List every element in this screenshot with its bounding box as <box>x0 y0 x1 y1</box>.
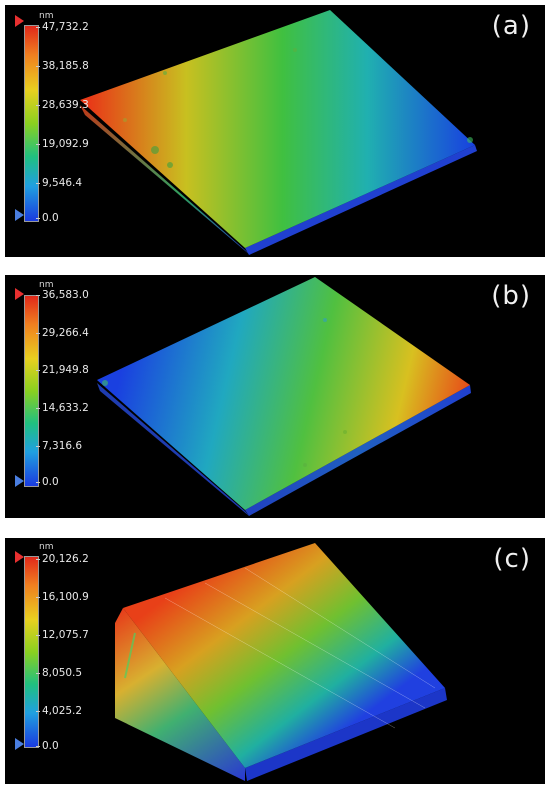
surface-plot-b <box>97 277 471 516</box>
surface-top-c <box>123 543 445 768</box>
surface-texture-b <box>102 318 347 467</box>
scale-tick: 20,126.2 <box>36 553 89 565</box>
scale-tick: 0.0 <box>36 212 59 224</box>
scale-tick: 9,546.4 <box>35 177 83 189</box>
surface-texture-c <box>164 567 436 729</box>
height-map-panel-a: nm 47,732.2 38,185.8 28,639.3 19,092.9 9… <box>5 5 545 257</box>
surface-top-b <box>97 277 470 510</box>
unit-label: nm <box>39 280 54 290</box>
color-scale-bar <box>24 295 39 487</box>
scale-tick: 0.0 <box>36 476 59 488</box>
surface-side-b <box>97 383 249 516</box>
panel-label: (a) <box>491 11 531 41</box>
panel-label: (b) <box>491 281 531 311</box>
scale-tick: 47,732.2 <box>36 21 89 33</box>
surface-texture-a <box>123 48 473 168</box>
scale-tick: 7,316.6 <box>35 440 83 452</box>
surface-edge-c <box>245 688 447 781</box>
surface-plot-a <box>80 10 477 255</box>
scale-tick: 36,583.0 <box>36 289 89 301</box>
scale-tick: 38,185.8 <box>36 60 89 72</box>
unit-label: nm <box>39 542 54 552</box>
max-marker-icon[interactable] <box>15 288 24 300</box>
scale-tick: 19,092.9 <box>36 138 89 150</box>
height-map-panel-b: nm 36,583.0 29,266.4 21,949.8 14,633.2 7… <box>5 275 545 518</box>
surface-side-c <box>115 608 245 781</box>
color-scale-bar <box>24 556 39 748</box>
scale-tick: 16,100.9 <box>36 591 89 603</box>
max-marker-icon[interactable] <box>15 551 24 563</box>
panel-label: (c) <box>493 544 531 574</box>
min-marker-icon[interactable] <box>15 209 24 221</box>
unit-label: nm <box>39 11 54 21</box>
surface-edge-a <box>245 145 477 255</box>
color-scale-bar <box>24 25 39 222</box>
scale-tick: 14,633.2 <box>36 402 89 414</box>
max-marker-icon[interactable] <box>15 15 24 27</box>
surface-top-a <box>80 10 475 248</box>
scale-tick: 28,639.3 <box>36 99 89 111</box>
min-marker-icon[interactable] <box>15 738 24 750</box>
scale-tick: 8,050.5 <box>35 667 83 679</box>
surface-side-a <box>80 105 250 255</box>
scale-tick: 0.0 <box>36 740 59 752</box>
min-marker-icon[interactable] <box>15 475 24 487</box>
scale-tick: 21,949.8 <box>36 364 89 376</box>
scale-tick: 4,025.2 <box>35 705 83 717</box>
height-map-panel-c: nm 20,126.2 16,100.9 12,075.7 8,050.5 4,… <box>5 538 545 784</box>
scale-tick: 12,075.7 <box>36 629 89 641</box>
scale-tick: 29,266.4 <box>36 327 89 339</box>
surface-plot-c <box>115 543 447 781</box>
surface-highlight-c <box>124 632 136 679</box>
surface-edge-b <box>245 385 471 516</box>
